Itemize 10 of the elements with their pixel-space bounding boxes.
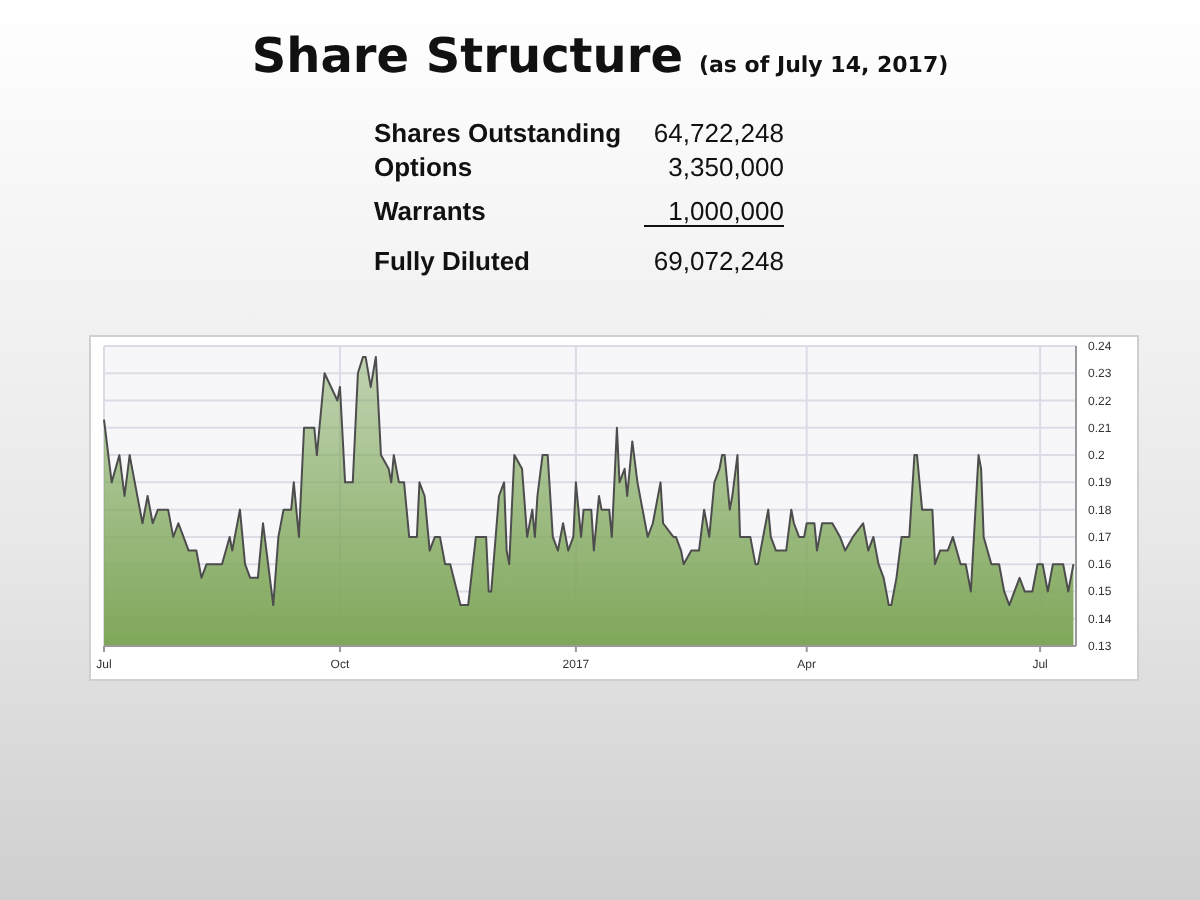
chart-subtitle: (as of July 14, 2017) <box>698 52 949 78</box>
text: 1,000,000 <box>668 196 784 226</box>
chart-title: Share Structure <box>251 28 683 84</box>
text: Fully Diluted <box>374 246 531 276</box>
text: Warrants <box>374 196 486 226</box>
text: 3,350,000 <box>668 152 784 182</box>
text: 64,722,248 <box>653 118 784 148</box>
text: Shares Outstanding <box>374 118 622 148</box>
text: Options <box>374 152 473 182</box>
text: 69,072,248 <box>653 246 784 276</box>
